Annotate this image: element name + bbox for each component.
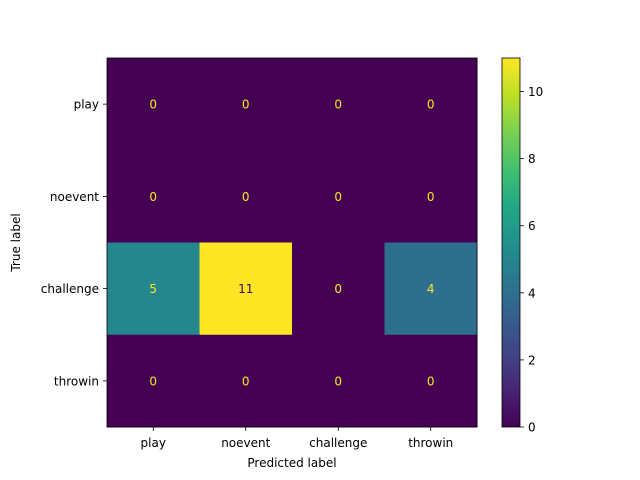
cell-value-label: 0	[334, 374, 342, 388]
heatmap-cell	[107, 150, 200, 243]
cell-value-label: 0	[149, 190, 157, 204]
x-tick-label: challenge	[309, 436, 367, 450]
y-tick-label: throwin	[54, 374, 99, 388]
colorbar-tick-label: 2	[528, 353, 536, 367]
cell-value-label: 0	[427, 190, 435, 204]
cell-value-label: 0	[149, 374, 157, 388]
heatmap-cell	[292, 334, 385, 428]
heatmap-cell	[292, 150, 385, 243]
heatmap-cell	[384, 58, 478, 151]
colorbar	[501, 57, 521, 428]
x-tick-label: throwin	[408, 436, 453, 450]
cell-value-label: 0	[427, 98, 435, 112]
heatmap-cell	[107, 58, 200, 151]
cell-value-label: 11	[238, 282, 253, 296]
colorbar-tick-label: 10	[528, 85, 543, 99]
heatmap-cell	[107, 334, 200, 428]
cell-value-label: 0	[427, 374, 435, 388]
x-axis: play noevent challenge throwin	[141, 427, 453, 450]
heatmap-cell	[384, 242, 478, 336]
cell-value-label: 0	[334, 98, 342, 112]
x-tick-label: noevent	[221, 436, 270, 450]
cell-value-label: 5	[149, 282, 157, 296]
heatmap-cell	[107, 242, 200, 336]
heatmap-cell	[384, 334, 478, 428]
cell-value-labels: 0 0 0 0 0 0 0 0 5 11 0 4 0 0 0 0	[149, 98, 434, 389]
y-tick-label: noevent	[50, 190, 99, 204]
heatmap-cell	[199, 242, 293, 336]
colorbar-axis: 0 2 4 6 8 10	[520, 85, 543, 435]
cell-value-label: 4	[427, 282, 435, 296]
colorbar-tick-label: 0	[528, 421, 536, 435]
y-tick-label: play	[74, 98, 99, 112]
heatmap-cell	[384, 150, 478, 243]
heatmap-cell	[292, 242, 385, 336]
cell-value-label: 0	[334, 190, 342, 204]
x-axis-label: Predicted label	[247, 456, 336, 470]
colorbar-tick-label: 4	[528, 286, 536, 300]
cell-value-label: 0	[242, 374, 250, 388]
colorbar-tick-label: 6	[528, 219, 536, 233]
heatmap-cell	[199, 150, 293, 243]
plot-frame	[106, 57, 478, 428]
y-axis: play noevent challenge throwin	[41, 98, 107, 388]
colorbar-tick-label: 8	[528, 152, 536, 166]
cell-value-label: 0	[242, 98, 250, 112]
cell-value-label: 0	[334, 282, 342, 296]
y-axis-label: True label	[9, 213, 23, 272]
heatmap-cells	[107, 58, 478, 428]
heatmap-cell	[292, 58, 385, 151]
heatmap-cell	[199, 334, 293, 428]
y-tick-label: challenge	[41, 282, 99, 296]
cell-value-label: 0	[149, 98, 157, 112]
cell-value-label: 0	[242, 190, 250, 204]
x-tick-label: play	[141, 436, 166, 450]
heatmap-cell	[199, 58, 293, 151]
